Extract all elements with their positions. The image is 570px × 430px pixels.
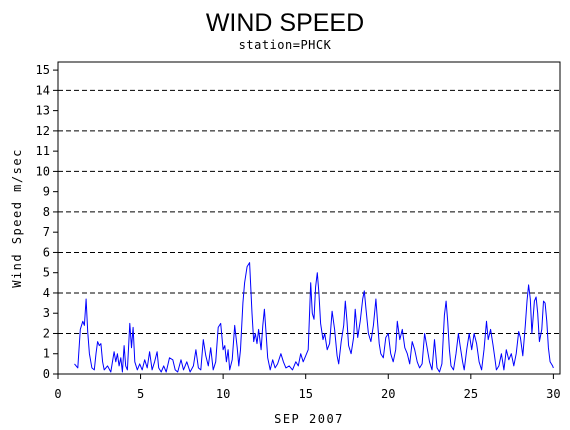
- reference-lines: [58, 89, 560, 375]
- chart-title: WIND SPEED: [206, 9, 364, 37]
- y-tick-label: 5: [43, 266, 50, 280]
- y-tick-label: 7: [43, 225, 50, 239]
- x-tick-label: 15: [298, 387, 312, 401]
- y-tick-label: 12: [36, 124, 50, 138]
- y-tick-label: 8: [43, 205, 50, 219]
- y-tick-label: 3: [43, 306, 50, 320]
- series-line: [74, 262, 554, 373]
- x-tick-label: 20: [381, 387, 395, 401]
- y-tick-label: 15: [36, 63, 50, 77]
- y-tick-label: 0: [43, 367, 50, 381]
- data-series: [74, 262, 554, 373]
- x-tick-label: 25: [464, 387, 478, 401]
- y-tick-label: 6: [43, 245, 50, 259]
- x-tick-label: 30: [546, 387, 560, 401]
- x-tick-label: 0: [54, 387, 61, 401]
- y-tick-label: 2: [43, 326, 50, 340]
- y-tick-label: 13: [36, 104, 50, 118]
- y-tick-label: 9: [43, 185, 50, 199]
- chart-subtitle: station=PHCK: [239, 38, 332, 52]
- x-tick-label: 5: [137, 387, 144, 401]
- y-tick-label: 10: [36, 164, 50, 178]
- y-axis-title: Wind Speed m/sec: [10, 148, 24, 288]
- x-tick-label: 10: [216, 387, 230, 401]
- y-tick-label: 14: [36, 83, 50, 97]
- y-tick-label: 4: [43, 286, 50, 300]
- y-tick-label: 1: [43, 347, 50, 361]
- x-axis: 0 5 10 15 20 25 30: [54, 374, 561, 401]
- x-axis-title: SEP 2007: [274, 412, 344, 426]
- y-tick-label: 11: [36, 144, 50, 158]
